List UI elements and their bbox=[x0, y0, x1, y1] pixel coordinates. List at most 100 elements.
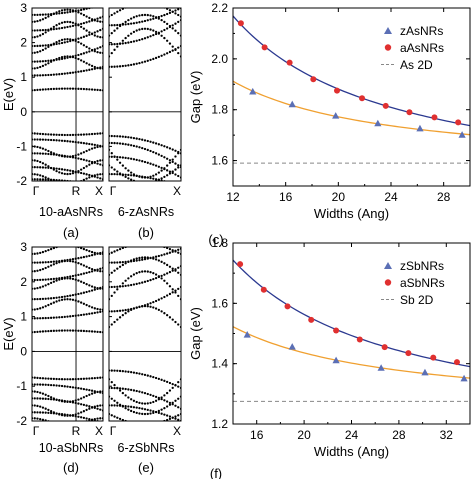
band-point bbox=[113, 399, 116, 402]
band-point bbox=[55, 153, 58, 156]
band-point bbox=[138, 305, 141, 309]
legend-marker-triangle bbox=[384, 262, 392, 269]
band-point bbox=[63, 133, 66, 137]
band-point bbox=[99, 16, 102, 19]
band-point bbox=[41, 152, 45, 155]
band-point bbox=[36, 383, 39, 386]
band-point bbox=[36, 173, 39, 176]
band-point bbox=[133, 244, 135, 246]
band-point bbox=[90, 32, 94, 36]
band-point bbox=[66, 183, 68, 185]
band-point bbox=[52, 59, 55, 62]
band-point bbox=[36, 35, 39, 38]
band-point bbox=[152, 306, 155, 309]
band-point bbox=[138, 14, 141, 17]
band-point bbox=[160, 14, 163, 18]
band-point bbox=[52, 329, 55, 332]
band-point bbox=[80, 280, 83, 283]
band-point bbox=[80, 171, 83, 175]
band-point bbox=[146, 148, 149, 152]
band-point bbox=[141, 412, 144, 416]
band-point bbox=[166, 164, 169, 167]
band-point bbox=[60, 133, 64, 137]
band-point bbox=[163, 175, 166, 179]
band-point bbox=[99, 417, 102, 420]
band-point bbox=[85, 133, 88, 136]
band-point bbox=[141, 256, 144, 259]
band-point bbox=[149, 305, 152, 308]
band-point bbox=[33, 36, 36, 39]
band-point bbox=[99, 51, 102, 54]
band-point bbox=[91, 183, 93, 185]
band-point bbox=[146, 279, 149, 283]
band-point bbox=[133, 422, 135, 424]
band-point bbox=[71, 298, 75, 301]
band-4 bbox=[109, 8, 181, 27]
band-point bbox=[85, 394, 88, 398]
band-point bbox=[124, 41, 127, 45]
band-point bbox=[77, 300, 80, 303]
band-point bbox=[147, 2, 149, 4]
band-point bbox=[44, 316, 47, 320]
band-point bbox=[166, 380, 169, 384]
band-point bbox=[82, 87, 86, 91]
band-point bbox=[149, 18, 152, 21]
band-point bbox=[33, 298, 36, 301]
band-point bbox=[41, 32, 45, 36]
band-point bbox=[66, 424, 68, 426]
x-tick-label: 20 bbox=[297, 428, 311, 442]
band-point bbox=[93, 50, 96, 53]
band-point bbox=[113, 386, 116, 390]
band-point bbox=[96, 269, 99, 272]
band-point bbox=[58, 133, 61, 137]
band-point bbox=[69, 38, 72, 41]
band-point bbox=[71, 277, 75, 281]
band-point bbox=[152, 15, 155, 18]
band-point bbox=[143, 160, 147, 164]
band-point bbox=[69, 172, 72, 176]
band-point bbox=[41, 64, 45, 68]
band-point bbox=[33, 417, 36, 420]
band-point bbox=[124, 64, 127, 67]
band-point bbox=[85, 69, 88, 72]
band-17 bbox=[32, 178, 93, 185]
band-point bbox=[96, 307, 99, 311]
band-point bbox=[80, 387, 83, 390]
band-point bbox=[171, 148, 174, 151]
band-panel-e: Γ X 6-zSbNRs (e) bbox=[108, 244, 182, 475]
band-point bbox=[47, 73, 50, 77]
band-point bbox=[152, 17, 155, 20]
band-point bbox=[77, 37, 80, 40]
band-point bbox=[33, 20, 36, 23]
band-point bbox=[163, 20, 166, 24]
band-point bbox=[177, 32, 180, 35]
band-point bbox=[136, 3, 138, 5]
band-point bbox=[55, 423, 57, 425]
band-point bbox=[99, 308, 102, 311]
band-panel-b: Γ X 6-zAsNRs (b) bbox=[108, 2, 182, 240]
band-dots bbox=[109, 2, 181, 181]
band-point bbox=[88, 305, 91, 308]
band-point bbox=[41, 285, 45, 288]
data-point-triangle bbox=[377, 364, 385, 371]
band-point bbox=[130, 371, 133, 374]
band-point bbox=[39, 34, 42, 37]
band-point bbox=[171, 45, 174, 48]
band-point bbox=[88, 50, 91, 53]
legend-label: zSbNRs bbox=[400, 259, 444, 273]
band-point bbox=[166, 414, 169, 417]
band-point bbox=[160, 166, 163, 170]
band-point bbox=[88, 254, 91, 257]
band-point bbox=[177, 251, 180, 254]
band-point bbox=[132, 410, 136, 414]
band-point bbox=[60, 172, 64, 175]
band-point bbox=[90, 88, 94, 91]
band-point bbox=[55, 316, 58, 319]
band-point bbox=[77, 141, 80, 144]
band-point bbox=[44, 59, 47, 63]
y-tick-label: 1.4 bbox=[211, 357, 228, 371]
band-point bbox=[93, 146, 96, 149]
band-point bbox=[113, 383, 116, 387]
band-point bbox=[63, 378, 66, 381]
band-point bbox=[171, 170, 174, 173]
